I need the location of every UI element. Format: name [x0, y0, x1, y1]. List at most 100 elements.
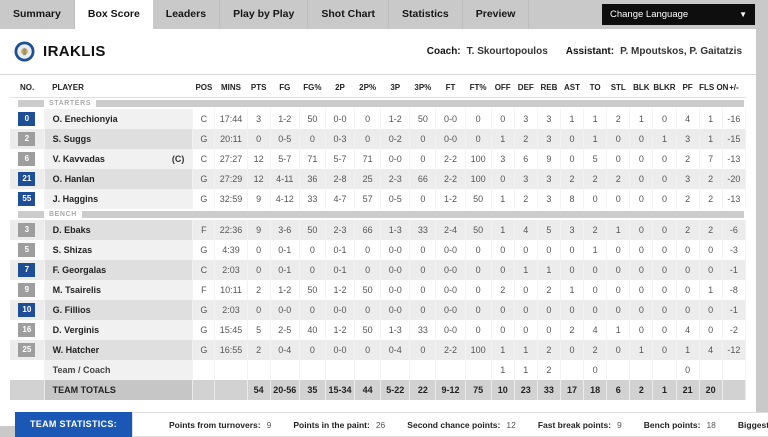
player-number-badge: 9: [18, 283, 36, 297]
player-name[interactable]: O. Hanlan: [44, 169, 194, 189]
stat-cell: 0: [652, 189, 677, 209]
player-name[interactable]: D. Verginis: [44, 320, 194, 340]
stat-cell: 3: [491, 149, 515, 169]
stat-cell: 20:11: [214, 129, 248, 149]
player-number-cell: [10, 360, 45, 380]
stat-cell: 0-0: [380, 149, 411, 169]
stat-cell: [699, 360, 723, 380]
tab-leaders[interactable]: Leaders: [153, 0, 221, 29]
player-number-cell: 2: [10, 129, 45, 149]
tab-play-by-play[interactable]: Play by Play: [220, 0, 309, 29]
player-name: TEAM TOTALS: [44, 380, 194, 400]
stat-cell: 2: [699, 220, 723, 240]
stat-cell: 0-3: [325, 129, 356, 149]
column-header-pf: PF: [676, 77, 700, 98]
column-header-fg: FG%: [299, 77, 326, 98]
player-name[interactable]: S. Suggs: [44, 129, 194, 149]
stat-cell: 0: [560, 260, 585, 280]
stat-cell: 35: [299, 380, 326, 400]
stat-cell: 2: [676, 189, 700, 209]
player-name[interactable]: M. Tsairelis: [44, 280, 194, 300]
stat-cell: 6: [606, 380, 631, 400]
stat-cell: 0: [652, 340, 677, 360]
stat-cell: 22:36: [214, 220, 248, 240]
player-row: 25 W. Hatcher G 16:55 2 0-4 0 0-0 0 0-4 0 2-2 100 1 1 2…: [10, 340, 747, 360]
stat-cell: 0: [491, 300, 515, 320]
player-name[interactable]: F. Georgalas: [44, 260, 194, 280]
player-name[interactable]: V. Kavvadas (C): [44, 149, 194, 169]
language-dropdown[interactable]: Change Language ▼: [602, 4, 755, 25]
stat-cell: 0: [354, 340, 382, 360]
stat-cell: 1: [491, 129, 515, 149]
player-name[interactable]: D. Ebaks: [44, 220, 194, 240]
team-name: IRAKLIS: [43, 43, 106, 60]
tab-box-score[interactable]: Box Score: [74, 0, 153, 29]
stat-cell: 0: [699, 300, 723, 320]
player-name[interactable]: S. Shizas: [44, 240, 194, 260]
player-row: 7 F. Georgalas C 2:03 0 0-1 0 0-1 0 0-0 0 0-0 0 0 1 1 0 0…: [10, 260, 747, 280]
stat-cell: 0: [606, 260, 631, 280]
player-name[interactable]: G. Fillios: [44, 300, 194, 320]
stat-cell: 5: [583, 149, 608, 169]
stat-cell: 0: [465, 240, 492, 260]
player-name[interactable]: W. Hatcher: [44, 340, 194, 360]
column-header-pts: PTS: [247, 77, 271, 98]
player-name[interactable]: O. Enechionyia: [44, 109, 194, 129]
stat-cell: G: [192, 169, 216, 189]
assistant-label: Assistant:: [565, 46, 615, 57]
stat-cell: 1: [560, 109, 585, 129]
stat-cell: 75: [465, 380, 492, 400]
team-statistics-button[interactable]: TEAM STATISTICS:: [15, 412, 132, 437]
stat-cell: 27:29: [214, 169, 248, 189]
stat-cell: 50: [465, 189, 492, 209]
tab-statistics[interactable]: Statistics: [389, 0, 463, 29]
stat-cell: 23: [514, 380, 538, 400]
stat-cell: 0: [629, 189, 654, 209]
stat-cell: 2: [514, 129, 538, 149]
stat-cell: 0-1: [270, 240, 300, 260]
stat-cell: 1: [514, 340, 538, 360]
stat-cell: 0: [583, 260, 608, 280]
stat-cell: 0-0: [270, 300, 300, 320]
stat-cell: 2: [629, 380, 654, 400]
stat-cell: 0: [247, 260, 271, 280]
team-stat-value: 26: [375, 419, 386, 430]
stat-cell: 1: [652, 380, 677, 400]
stat-cell: 33: [409, 220, 437, 240]
stat-cell: 0: [560, 149, 585, 169]
player-number-badge: 2: [18, 132, 36, 146]
player-number-cell: 9: [10, 280, 45, 300]
stat-cell: 66: [409, 169, 437, 189]
stat-cell: 0: [652, 240, 677, 260]
column-header-stl: STL: [606, 77, 630, 98]
stat-cell: 0: [629, 240, 654, 260]
stat-cell: 2: [699, 169, 723, 189]
stat-cell: 0: [299, 300, 326, 320]
team-stat-label: Second chance points:: [407, 419, 501, 430]
stat-cell: 0: [491, 109, 515, 129]
stat-cell: 6: [514, 149, 538, 169]
column-header-off: OFF: [491, 77, 515, 98]
stat-cell: 0: [606, 280, 631, 300]
stat-cell: [722, 380, 747, 400]
stat-cell: 71: [354, 149, 382, 169]
player-number-badge: 16: [18, 323, 36, 337]
stat-cell: 21: [676, 380, 700, 400]
stat-cell: 1-2: [270, 109, 300, 129]
stat-cell: 10: [491, 380, 515, 400]
stat-cell: 1: [514, 360, 538, 380]
stat-cell: 0: [676, 300, 700, 320]
tab-summary[interactable]: Summary: [0, 0, 75, 29]
stat-cell: 2-2: [435, 149, 466, 169]
tab-preview[interactable]: Preview: [463, 0, 530, 29]
tab-shot-chart[interactable]: Shot Chart: [308, 0, 390, 29]
player-name[interactable]: J. Haggins: [44, 189, 194, 209]
stat-cell: 32:59: [214, 189, 248, 209]
stat-cell: 0: [652, 300, 677, 320]
stat-cell: 0: [652, 260, 677, 280]
stat-cell: 2:03: [214, 260, 248, 280]
player-row: 21 O. Hanlan G 27:29 12 4-11 36 2-8 25 2-3 66 2-2 10…: [10, 169, 747, 189]
stat-cell: 8: [560, 189, 585, 209]
stat-cell: 0: [652, 109, 677, 129]
stat-cell: 0: [606, 129, 631, 149]
